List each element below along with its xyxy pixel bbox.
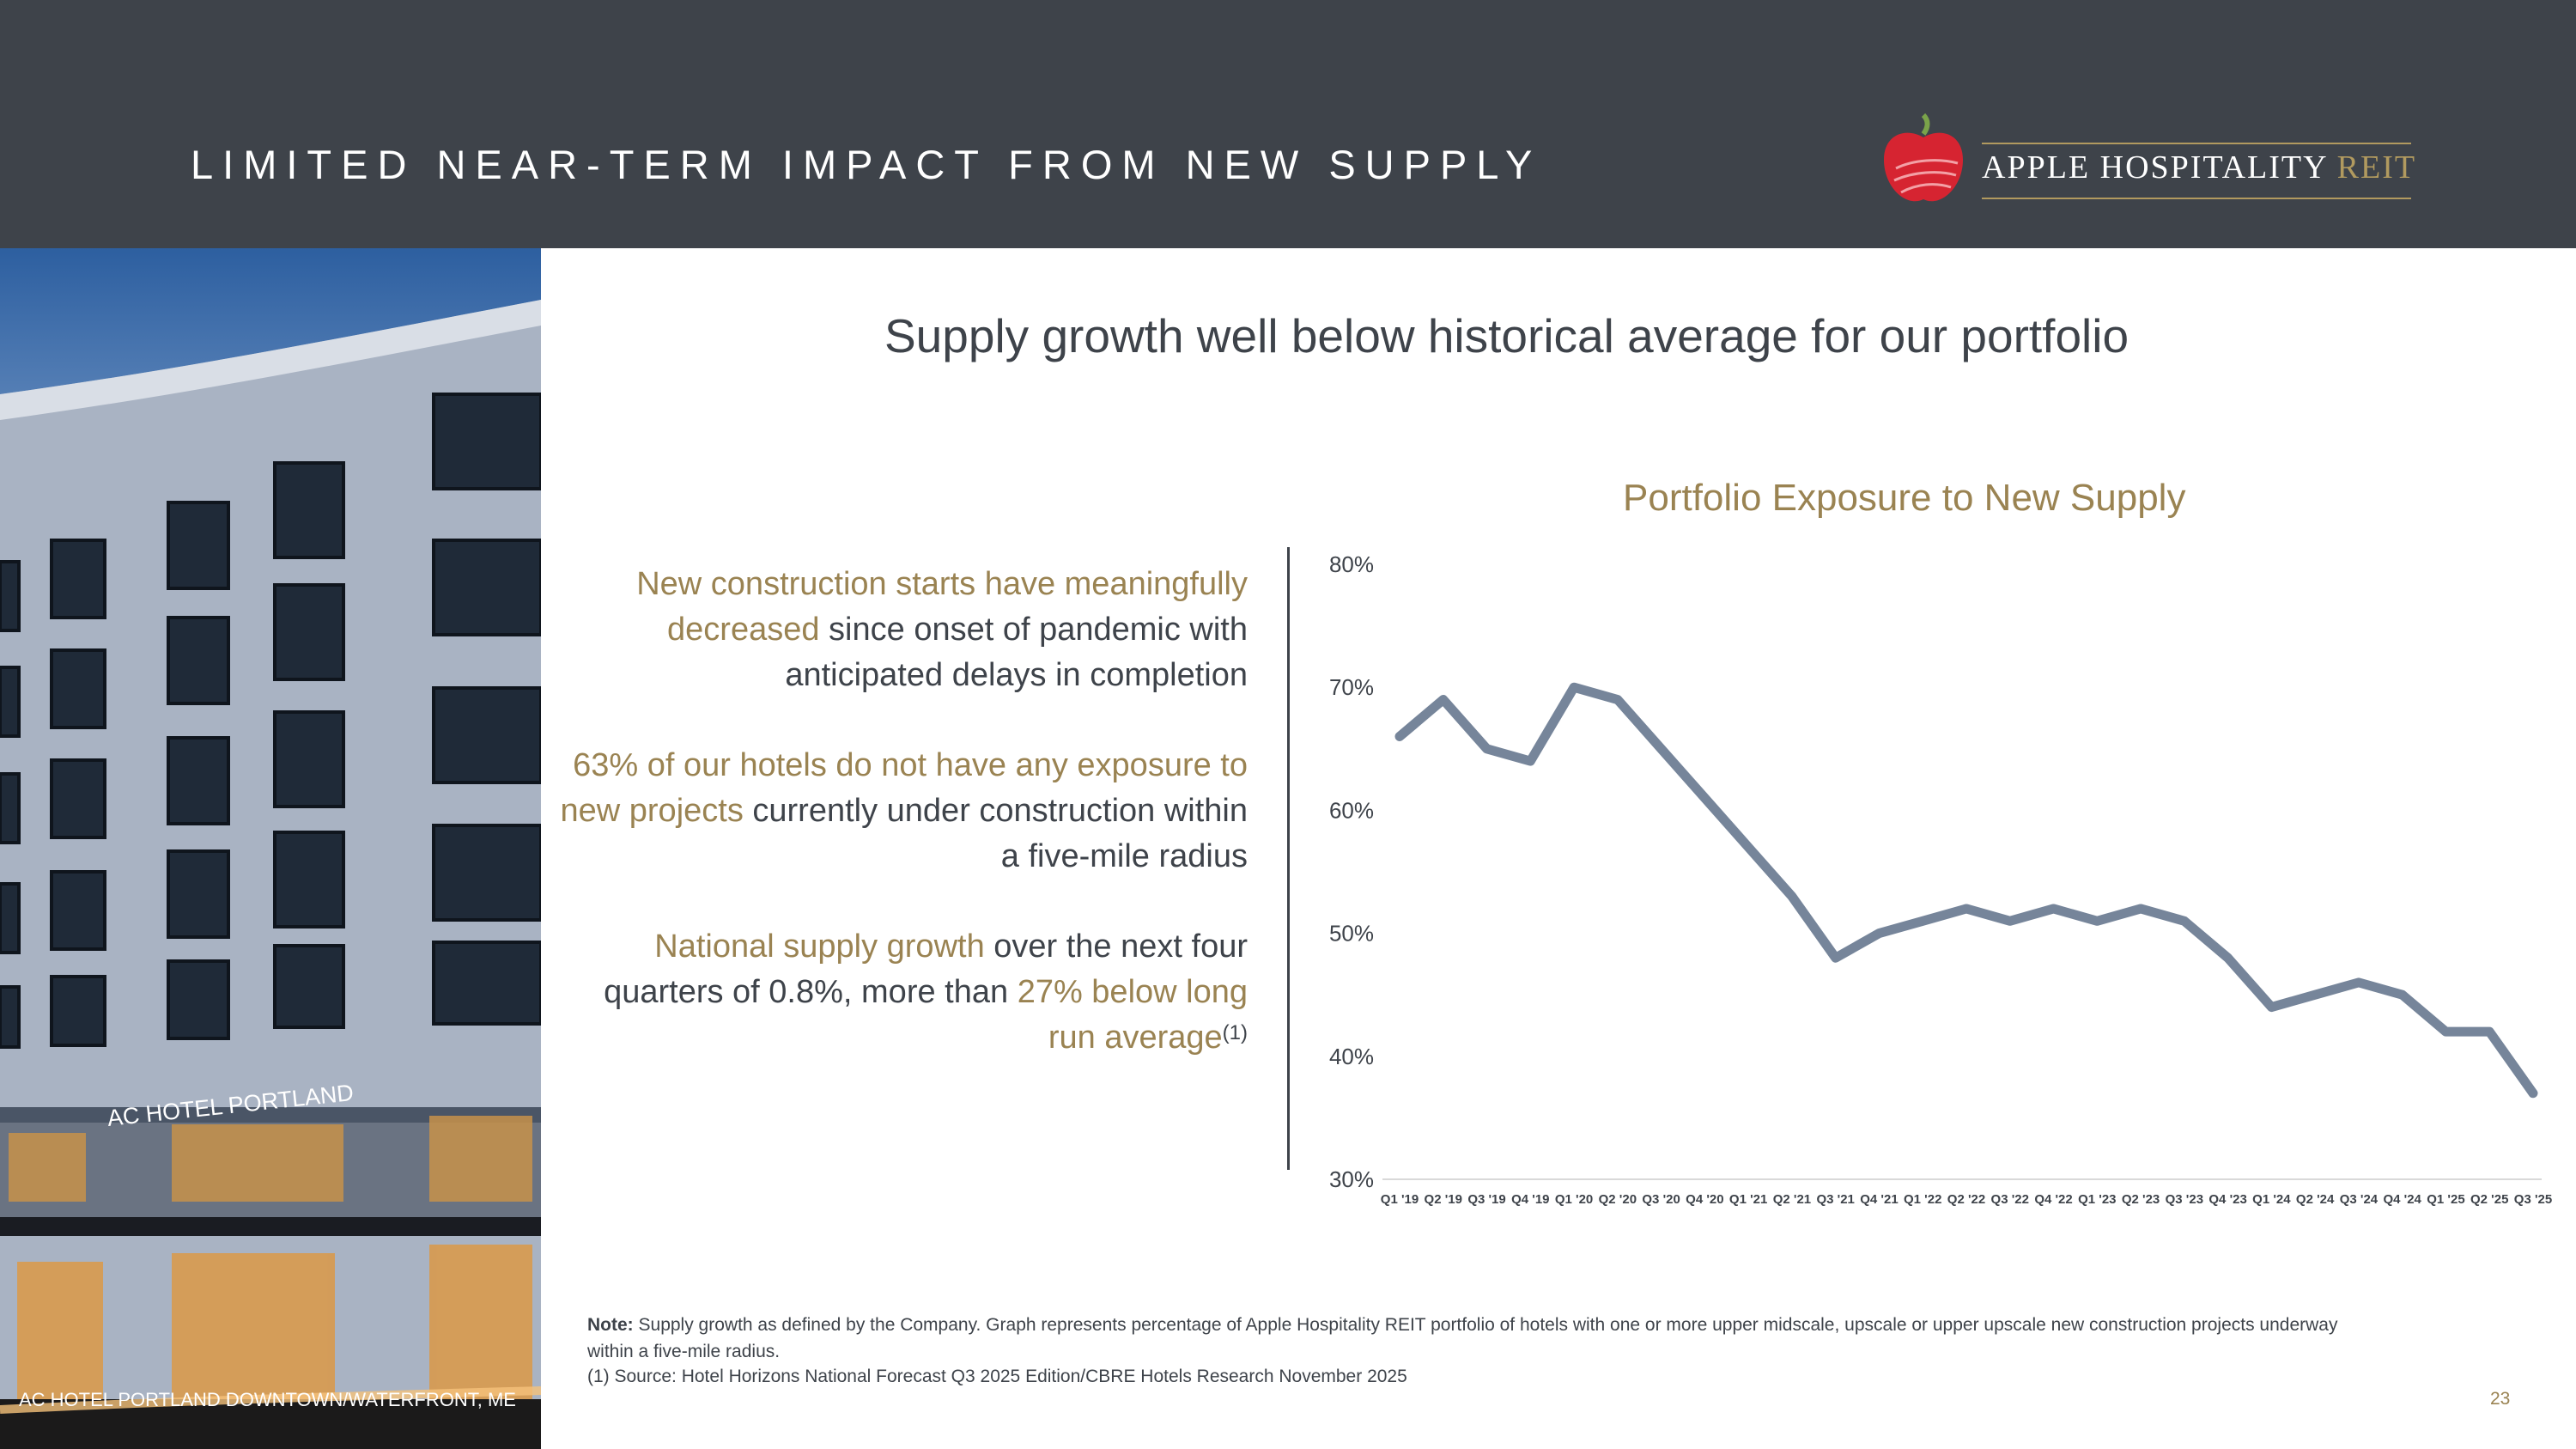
x-tick-label: Q4 '20 xyxy=(1686,1192,1723,1207)
footnote-source: (1) Source: Hotel Horizons National Fore… xyxy=(587,1367,1407,1386)
series-line-portfolio-exposure xyxy=(1394,682,2538,1099)
x-tick-label: Q1 '23 xyxy=(2078,1192,2116,1207)
x-tick-label: Q4 '22 xyxy=(2034,1192,2072,1207)
x-tick-label: Q1 '19 xyxy=(1381,1192,1419,1207)
x-tick-label: Q4 '21 xyxy=(1860,1192,1898,1207)
x-tick-label: Q3 '25 xyxy=(2514,1192,2552,1207)
x-tick-label: Q1 '22 xyxy=(1904,1192,1941,1207)
x-tick-label: Q4 '24 xyxy=(2383,1192,2421,1207)
slide-subtitle: Supply growth well below historical aver… xyxy=(884,309,2129,362)
slide-title: LIMITED NEAR-TERM IMPACT FROM NEW SUPPLY xyxy=(191,142,1542,187)
x-tick-label: Q2 '20 xyxy=(1599,1192,1637,1207)
x-tick-label: Q2 '24 xyxy=(2296,1192,2335,1207)
logo-rule-bottom xyxy=(1982,198,2411,199)
page-number: 23 xyxy=(2490,1389,2511,1409)
hotel-photo: AC HOTEL PORTLAND xyxy=(0,248,541,1449)
bullet-national-supply: National supply growth over the next fou… xyxy=(604,928,1248,1056)
x-tick-label: Q2 '21 xyxy=(1773,1192,1811,1207)
header-bar: LIMITED NEAR-TERM IMPACT FROM NEW SUPPLY… xyxy=(0,0,2576,248)
x-tick-label: Q1 '21 xyxy=(1729,1192,1767,1207)
chart-title: Portfolio Exposure to New Supply xyxy=(1623,477,2186,519)
x-tick-label: Q1 '20 xyxy=(1555,1192,1593,1207)
x-tick-label: Q4 '23 xyxy=(2208,1192,2246,1207)
key-points: New construction starts have meaningfull… xyxy=(558,562,1249,1105)
company-logo: APPLE HOSPITALITY REIT xyxy=(1879,108,2428,211)
vertical-divider xyxy=(1287,547,1290,1170)
x-tick-label: Q2 '23 xyxy=(2122,1192,2160,1207)
x-tick-label: Q1 '25 xyxy=(2427,1192,2464,1207)
photo-caption: AC HOTEL PORTLAND DOWNTOWN/WATERFRONT, M… xyxy=(19,1389,516,1410)
y-tick-label: 70% xyxy=(1329,674,1374,700)
x-tick-label: Q2 '19 xyxy=(1425,1192,1462,1207)
x-tick-label: Q4 '19 xyxy=(1511,1192,1549,1207)
x-tick-label: Q1 '24 xyxy=(2252,1192,2291,1207)
supply-exposure-line-chart: 30% 40% 50% 60% 70% 80% Q1 '19 Q2 '19 Q3 '19 Q4 '… xyxy=(1329,551,2552,1207)
bullet-hotel-exposure: 63% of our hotels do not have any exposu… xyxy=(560,747,1249,874)
y-tick-label: 60% xyxy=(1329,797,1374,823)
x-tick-label: Q3 '19 xyxy=(1467,1192,1505,1207)
y-tick-label: 30% xyxy=(1329,1166,1374,1192)
x-tick-label: Q2 '22 xyxy=(1947,1192,1985,1207)
x-tick-label: Q2 '25 xyxy=(2470,1192,2508,1207)
x-tick-label: Q3 '24 xyxy=(2340,1192,2379,1207)
x-tick-label: Q3 '21 xyxy=(1816,1192,1854,1207)
footnote-note: Note: Supply growth as defined by the Co… xyxy=(587,1315,2338,1361)
apple-logo-icon xyxy=(1884,113,1963,202)
logo-wordmark: APPLE HOSPITALITY REIT xyxy=(1982,149,2417,186)
y-tick-label: 80% xyxy=(1329,551,1374,577)
y-tick-label: 40% xyxy=(1329,1044,1374,1069)
logo-rule-top xyxy=(1982,143,2411,144)
bullet-construction-starts: New construction starts have meaningfull… xyxy=(636,566,1248,693)
x-tick-label: Q3 '20 xyxy=(1642,1192,1680,1207)
x-tick-label: Q3 '22 xyxy=(1991,1192,2029,1207)
y-tick-label: 50% xyxy=(1329,921,1374,947)
x-tick-label: Q3 '23 xyxy=(2166,1192,2203,1207)
hotel-building-illustration: AC HOTEL PORTLAND xyxy=(0,300,541,1449)
